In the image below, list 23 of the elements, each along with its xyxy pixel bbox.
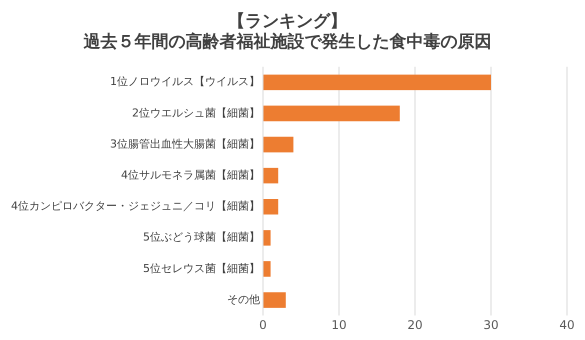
bar xyxy=(264,261,271,277)
y-tick-label: その他 xyxy=(227,292,260,306)
y-tick-label: 4位サルモネラ属菌【細菌】 xyxy=(121,168,260,182)
y-tick-label: 2位ウエルシュ菌【細菌】 xyxy=(132,106,260,120)
bar xyxy=(264,198,278,215)
bar xyxy=(264,168,278,184)
y-tick-label: 3位腸管出血性大腸菌【細菌】 xyxy=(110,137,260,150)
chart-subtitle: 過去５年間の高齢者福祉施設で発生した食中毒の原因 xyxy=(82,32,492,52)
x-tick-label: 10 xyxy=(331,318,347,332)
y-tick-label: 1位ノロウイルス【ウイルス】 xyxy=(110,75,260,88)
bar xyxy=(264,106,400,122)
bar xyxy=(264,136,294,152)
chart-title: 【ランキング】 xyxy=(228,12,347,32)
x-tick-label: 20 xyxy=(407,318,423,332)
x-tick-label: 30 xyxy=(483,318,499,332)
y-tick-label: 5位セレウス菌【細菌】 xyxy=(143,262,260,275)
x-tick-label: 0 xyxy=(259,318,267,332)
x-tick-label: 40 xyxy=(559,318,575,332)
bar xyxy=(264,74,491,90)
bar xyxy=(264,292,286,308)
y-tick-label: 5位ぶどう球菌【細菌】 xyxy=(143,230,260,244)
bar xyxy=(264,230,271,246)
y-tick-label: 4位カンピロバクター・ジェジュニ／コリ【細菌】 xyxy=(11,200,260,213)
